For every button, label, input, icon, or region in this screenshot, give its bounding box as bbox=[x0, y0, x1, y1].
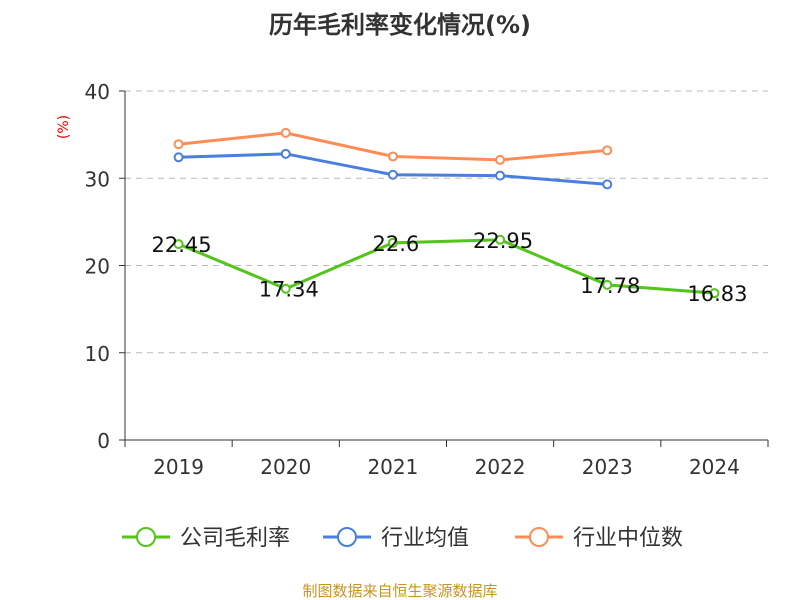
data-label: 16.83 bbox=[687, 282, 747, 306]
data-point bbox=[709, 288, 720, 299]
data-point bbox=[280, 283, 291, 294]
y-tick-label: 20 bbox=[85, 255, 110, 279]
legend-label: 行业均值 bbox=[381, 526, 469, 551]
x-tick-label: 2019 bbox=[153, 455, 204, 479]
data-point bbox=[387, 151, 398, 162]
source-footer: 制图数据来自恒生聚源数据库 bbox=[302, 582, 497, 600]
data-label: 22.95 bbox=[473, 229, 533, 253]
data-point bbox=[173, 139, 184, 150]
y-tick-label: 10 bbox=[85, 342, 110, 366]
y-tick-label: 40 bbox=[85, 80, 110, 104]
data-point bbox=[495, 170, 506, 181]
legend-label: 行业中位数 bbox=[573, 526, 683, 551]
legend-marker bbox=[529, 527, 549, 547]
y-axis-label: (%) bbox=[56, 115, 72, 139]
data-point bbox=[173, 152, 184, 163]
data-point bbox=[602, 279, 613, 290]
legend-label: 公司毛利率 bbox=[180, 526, 290, 551]
data-point bbox=[602, 179, 613, 190]
y-tick-label: 30 bbox=[85, 167, 110, 191]
data-point bbox=[495, 154, 506, 165]
legend-marker bbox=[337, 527, 357, 547]
data-point bbox=[602, 145, 613, 156]
legend-marker bbox=[136, 527, 156, 547]
data-point bbox=[495, 234, 506, 245]
data-point bbox=[280, 148, 291, 159]
x-tick-label: 2023 bbox=[582, 455, 633, 479]
x-tick-label: 2021 bbox=[367, 455, 418, 479]
chart-title: 历年毛利率变化情况(%) bbox=[269, 11, 531, 39]
data-point bbox=[173, 239, 184, 250]
data-label: 22.45 bbox=[152, 233, 212, 257]
data-label: 22.6 bbox=[373, 232, 420, 256]
x-tick-label: 2022 bbox=[475, 455, 526, 479]
series-line bbox=[178, 238, 715, 295]
data-label: 17.78 bbox=[580, 274, 640, 298]
x-tick-label: 2024 bbox=[689, 455, 740, 479]
data-point bbox=[387, 237, 398, 248]
x-tick-label: 2020 bbox=[260, 455, 311, 479]
data-label: 17.34 bbox=[259, 278, 319, 302]
data-point bbox=[280, 127, 291, 138]
data-point bbox=[387, 169, 398, 180]
y-tick-label: 0 bbox=[97, 429, 110, 453]
